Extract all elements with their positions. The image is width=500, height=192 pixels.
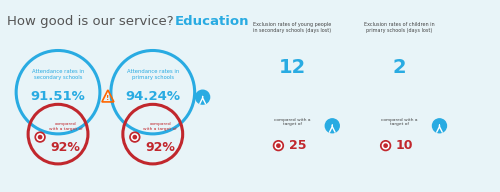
Circle shape <box>35 132 45 142</box>
Circle shape <box>275 142 281 149</box>
Text: compared with a
target of: compared with a target of <box>382 118 418 126</box>
Text: 94.24%: 94.24% <box>126 90 180 103</box>
Text: Attendance rates in
primary schools: Attendance rates in primary schools <box>126 69 179 80</box>
Text: compared
with a target of: compared with a target of <box>48 122 82 131</box>
Text: 92%: 92% <box>146 141 175 154</box>
Text: How good is our service?: How good is our service? <box>6 15 182 28</box>
Text: Exclusion rates of young people
in secondary schools (days lost): Exclusion rates of young people in secon… <box>254 22 332 33</box>
Circle shape <box>382 142 389 149</box>
Text: Attendance rates in
secondary schools: Attendance rates in secondary schools <box>32 69 84 80</box>
Circle shape <box>196 90 209 104</box>
Circle shape <box>432 119 446 133</box>
Text: 25: 25 <box>288 139 306 152</box>
Text: 92%: 92% <box>50 141 80 154</box>
Text: Exclusion rates of children in
primary schools (days lost): Exclusion rates of children in primary s… <box>364 22 435 33</box>
Text: compared with a
target of: compared with a target of <box>274 118 310 126</box>
Circle shape <box>274 141 283 151</box>
Text: 2: 2 <box>393 58 406 76</box>
Text: 91.51%: 91.51% <box>30 90 86 103</box>
Circle shape <box>37 134 44 140</box>
Circle shape <box>380 141 390 151</box>
Circle shape <box>326 119 340 133</box>
Text: Education: Education <box>175 15 250 28</box>
Circle shape <box>133 136 136 139</box>
Text: 10: 10 <box>396 139 413 152</box>
Circle shape <box>130 132 140 142</box>
Text: !: ! <box>106 95 110 101</box>
Text: compared
with a target of: compared with a target of <box>144 122 177 131</box>
Text: 12: 12 <box>279 58 306 76</box>
Circle shape <box>384 144 388 147</box>
Circle shape <box>277 144 280 147</box>
Circle shape <box>38 136 42 139</box>
Circle shape <box>132 134 138 140</box>
